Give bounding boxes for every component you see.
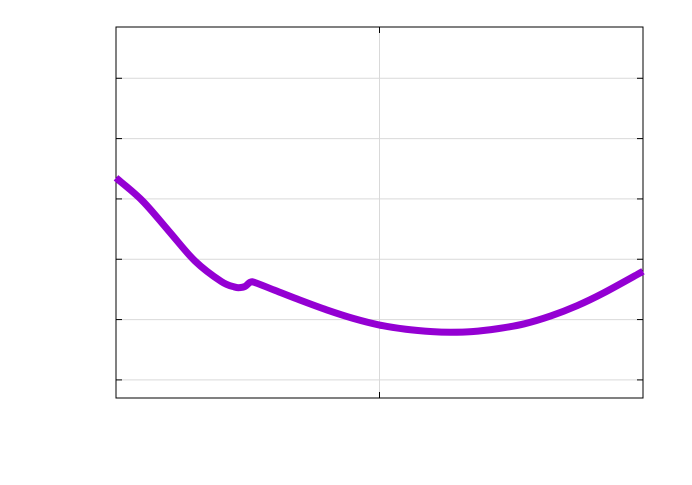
axis-ticks (116, 27, 643, 398)
grid-lines (116, 27, 643, 398)
plot-area-frame (115, 26, 644, 399)
series-layer (113, 175, 645, 336)
series-line-0 (113, 175, 645, 336)
